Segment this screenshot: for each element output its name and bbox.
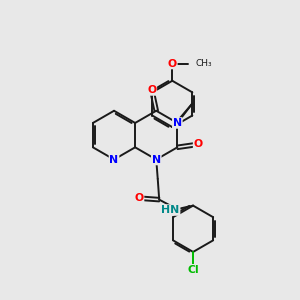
Text: N: N bbox=[152, 154, 161, 164]
Text: Cl: Cl bbox=[187, 265, 199, 275]
Text: O: O bbox=[147, 85, 156, 95]
Text: N: N bbox=[173, 118, 182, 128]
Text: HN: HN bbox=[161, 205, 180, 215]
Text: O: O bbox=[194, 140, 203, 149]
Text: O: O bbox=[168, 58, 177, 68]
Text: O: O bbox=[134, 193, 144, 203]
Text: N: N bbox=[110, 154, 118, 164]
Text: CH₃: CH₃ bbox=[195, 59, 212, 68]
